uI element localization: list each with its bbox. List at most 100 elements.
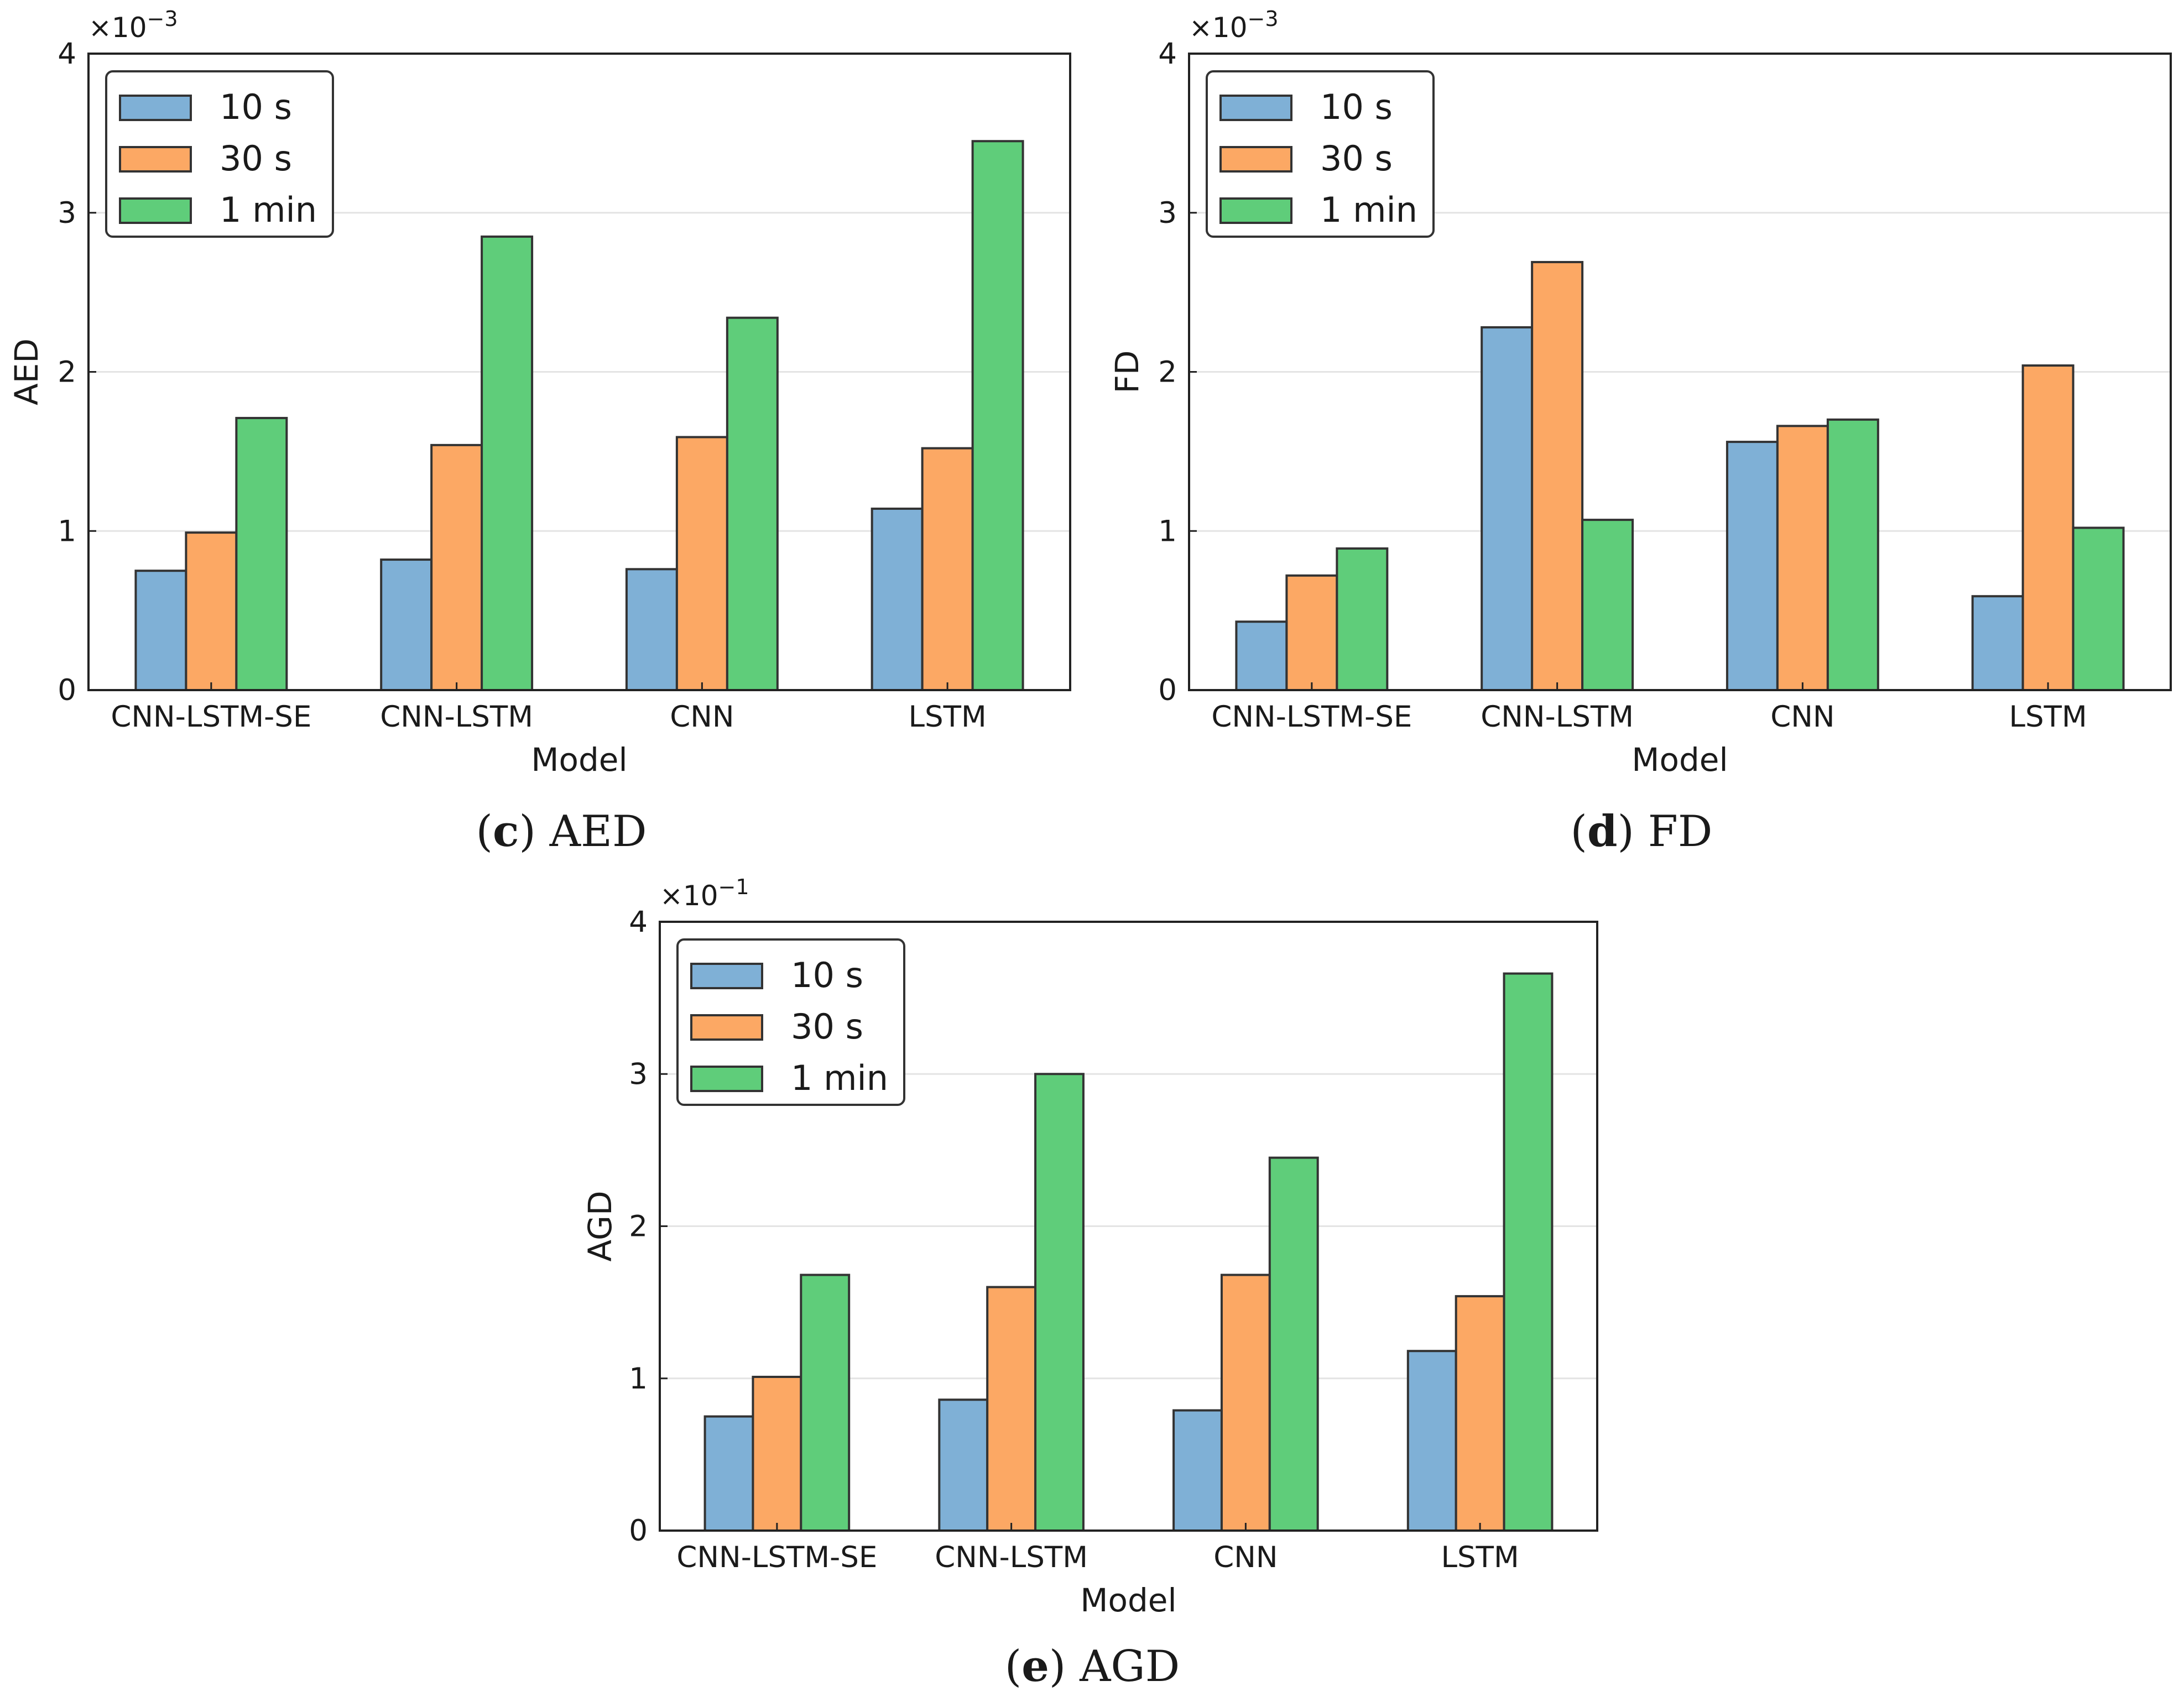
legend-label: 10 s: [791, 955, 863, 995]
x-tick-label: CNN-LSTM: [935, 1541, 1088, 1574]
y-tick-label: 0: [58, 674, 76, 707]
bar-1min-lstm[interactable]: [971, 140, 1024, 691]
legend-label: 10 s: [1320, 87, 1393, 127]
x-tick-label: CNN-LSTM: [380, 700, 533, 734]
bar-30s-cnn-lstm[interactable]: [430, 443, 483, 691]
bar-1min-cnn-lstm[interactable]: [1034, 1073, 1085, 1532]
bar-10s-cnn-lstm-se[interactable]: [703, 1415, 754, 1532]
y-tick-label: 0: [1158, 674, 1177, 707]
bar-10s-cnn[interactable]: [1172, 1409, 1223, 1532]
legend-label: 30 s: [220, 138, 292, 179]
axis-multiplier: ×10−1: [660, 875, 749, 912]
bar-1min-cnn-lstm-se[interactable]: [235, 416, 288, 691]
y-tick-label: 2: [629, 1210, 648, 1244]
legend-swatch-1min: [690, 1066, 763, 1092]
bar-1min-cnn-lstm[interactable]: [481, 235, 534, 692]
x-tick-label: CNN: [1770, 700, 1834, 734]
bar-1min-cnn[interactable]: [1268, 1156, 1319, 1532]
plot-frame: [1188, 53, 2172, 691]
y-axis-label: AED: [8, 338, 45, 405]
bar-1min-cnn-lstm-se[interactable]: [800, 1273, 851, 1532]
bar-30s-lstm[interactable]: [1455, 1295, 1505, 1532]
bar-1min-cnn[interactable]: [726, 316, 779, 691]
bar-10s-cnn-lstm[interactable]: [380, 558, 433, 691]
x-tick-label: CNN-LSTM-SE: [1211, 700, 1412, 734]
legend-swatch-1min: [119, 197, 192, 224]
legend-swatch-30s: [119, 146, 192, 173]
bar-10s-lstm[interactable]: [871, 507, 924, 692]
legend-label: 1 min: [1320, 190, 1417, 230]
bar-10s-cnn-lstm-se[interactable]: [1235, 620, 1288, 691]
y-tick-label: 2: [58, 356, 76, 389]
legend-label: 30 s: [1320, 138, 1393, 179]
x-tick-label: CNN-LSTM-SE: [111, 700, 311, 734]
x-tick-label: CNN-LSTM: [1481, 700, 1634, 734]
plot-frame: [659, 921, 1598, 1532]
bar-10s-cnn[interactable]: [1726, 441, 1779, 691]
y-tick-label: 1: [1158, 514, 1177, 548]
bar-30s-cnn[interactable]: [1776, 425, 1829, 692]
y-tick-label: 2: [1158, 356, 1177, 389]
axis-multiplier: ×10−3: [1189, 7, 1279, 44]
legend-swatch-10s: [119, 95, 192, 121]
legend-label: 1 min: [220, 190, 317, 230]
bar-30s-lstm[interactable]: [2021, 364, 2074, 691]
bar-1min-lstm[interactable]: [1503, 972, 1554, 1532]
bar-10s-cnn[interactable]: [625, 568, 678, 692]
bar-10s-cnn-lstm-se[interactable]: [134, 570, 187, 691]
y-tick-label: 3: [58, 196, 76, 230]
chart-aed: 0 1 2 3 4 CNN-LSTM-SE CNN-LSTM CNN LSTM ×10−3 Mode…: [8, 7, 1071, 857]
bar-10s-lstm[interactable]: [1971, 595, 2024, 692]
x-tick-label: LSTM: [908, 700, 986, 734]
chart-agd: 0 1 2 3 4 CNN-LSTM-SE CNN-LSTM CNN LSTM ×10−1 Mode…: [581, 875, 1598, 1692]
y-tick-label: 4: [1158, 37, 1177, 71]
x-tick-label: CNN: [1213, 1541, 1278, 1574]
x-tick-label: CNN: [670, 700, 734, 734]
x-tick-label: LSTM: [1441, 1541, 1519, 1574]
x-tick-label: CNN-LSTM-SE: [676, 1541, 877, 1574]
bar-10s-lstm[interactable]: [1406, 1350, 1457, 1532]
x-tick-label: LSTM: [2009, 700, 2087, 734]
bar-1min-cnn-lstm-se[interactable]: [1336, 547, 1389, 692]
bar-30s-cnn-lstm[interactable]: [986, 1286, 1037, 1532]
legend: 10 s 30 s 1 min: [105, 70, 334, 238]
y-tick-label: 1: [58, 514, 76, 548]
bar-30s-cnn-lstm-se[interactable]: [1285, 574, 1338, 691]
bar-10s-cnn-lstm[interactable]: [938, 1398, 989, 1532]
plot-frame: [87, 53, 1071, 691]
bar-30s-cnn-lstm-se[interactable]: [752, 1375, 802, 1532]
panel-caption: (c) AED: [476, 806, 647, 857]
legend-label: 30 s: [791, 1006, 863, 1047]
y-tick-label: 0: [629, 1514, 648, 1548]
bar-30s-cnn[interactable]: [1220, 1273, 1271, 1532]
y-tick-label: 4: [58, 37, 76, 71]
chart-fd: 0 1 2 3 4 CNN-LSTM-SE CNN-LSTM CNN LSTM ×10−3 Mode…: [1108, 7, 2172, 857]
panel-caption: (e) AGD: [1005, 1641, 1180, 1692]
y-axis-label: FD: [1108, 350, 1146, 393]
x-axis-label: Model: [531, 741, 627, 779]
bar-1min-cnn-lstm[interactable]: [1581, 519, 1634, 691]
panel-caption: (d) FD: [1571, 806, 1713, 857]
legend-swatch-30s: [1219, 146, 1292, 173]
bar-10s-cnn-lstm[interactable]: [1481, 326, 1534, 691]
legend: 10 s 30 s 1 min: [1206, 70, 1435, 238]
bar-1min-cnn[interactable]: [1826, 418, 1879, 691]
axis-multiplier: ×10−3: [88, 7, 178, 44]
x-axis-label: Model: [1080, 1581, 1176, 1619]
legend-swatch-1min: [1219, 197, 1292, 224]
legend-swatch-10s: [1219, 95, 1292, 121]
y-tick-label: 4: [629, 905, 648, 939]
legend-label: 10 s: [220, 87, 292, 127]
x-axis-label: Model: [1632, 741, 1728, 779]
bar-30s-cnn[interactable]: [675, 436, 728, 691]
bar-1min-lstm[interactable]: [2072, 526, 2125, 691]
y-tick-label: 1: [629, 1362, 648, 1396]
legend-swatch-10s: [690, 963, 763, 989]
legend: 10 s 30 s 1 min: [676, 938, 905, 1106]
legend-label: 1 min: [791, 1058, 888, 1098]
y-tick-label: 3: [629, 1057, 648, 1091]
bar-30s-cnn-lstm[interactable]: [1531, 260, 1584, 691]
bar-30s-cnn-lstm-se[interactable]: [185, 531, 238, 691]
bar-30s-lstm[interactable]: [921, 447, 974, 691]
